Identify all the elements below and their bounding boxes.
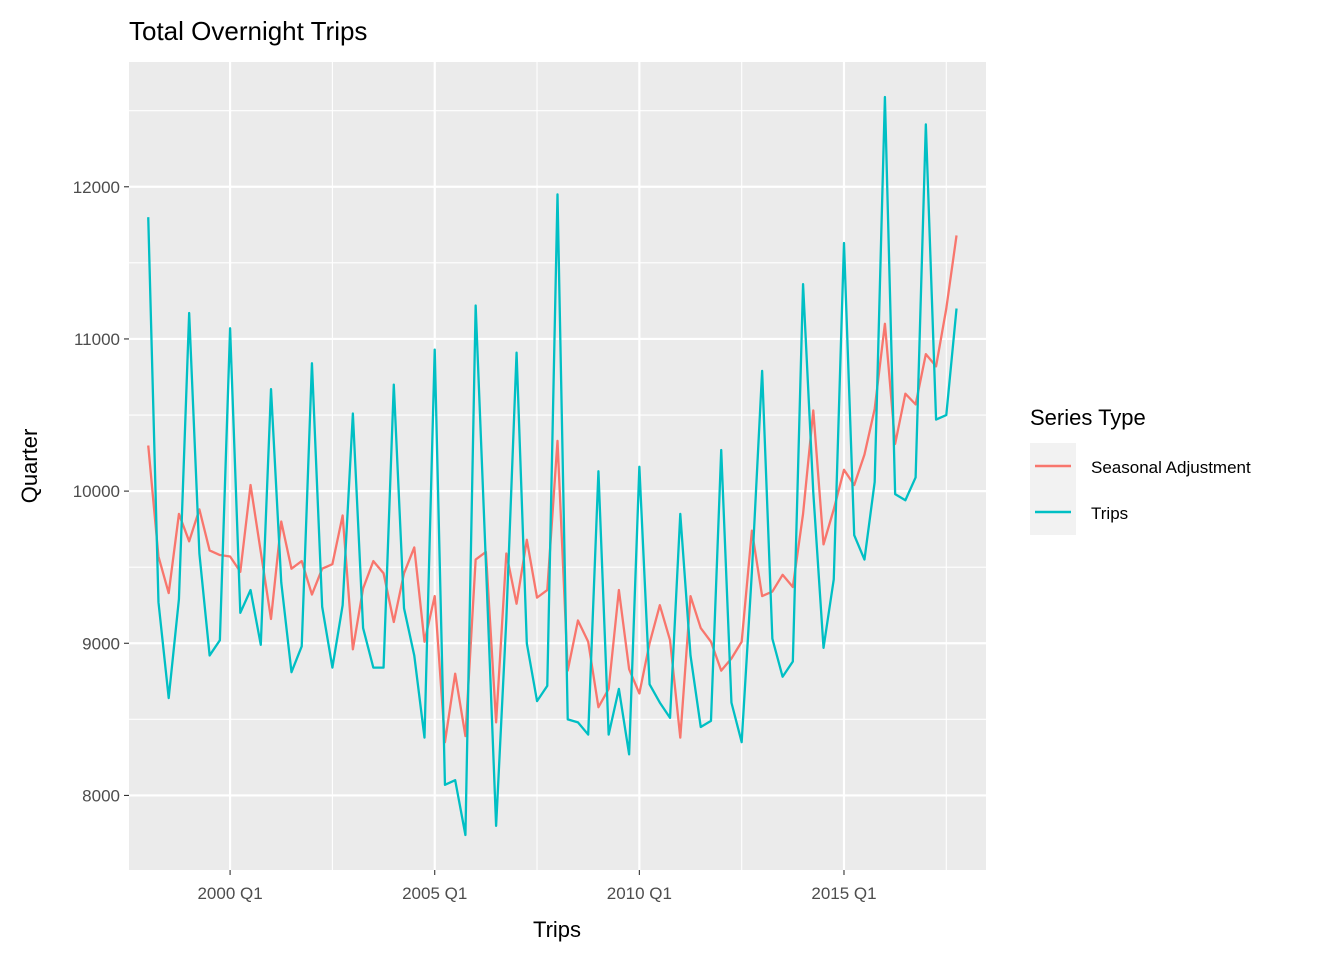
x-tick-label: 2010 Q1 [607,884,672,903]
x-axis-title: Trips [533,917,581,942]
x-tick-label: 2005 Q1 [402,884,467,903]
y-tick-label: 8000 [82,786,120,805]
x-tick-label: 2000 Q1 [197,884,262,903]
series-line-trips [147,95,958,837]
y-tick-label: 12000 [73,178,120,197]
y-axis-title: Quarter [17,429,42,504]
series-lines [147,95,958,837]
x-axis: 2000 Q1 2005 Q1 2010 Q1 2015 Q1 [197,870,877,903]
y-tick-label: 9000 [82,634,120,653]
legend: Series Type Seasonal Adjustment Trips [1030,405,1251,535]
y-tick-label: 11000 [74,330,120,349]
x-tick-label: 2015 Q1 [811,884,876,903]
y-tick-label: 10000 [73,482,120,501]
legend-label-seasonal-adjustment: Seasonal Adjustment [1091,458,1251,477]
chart-title: Total Overnight Trips [129,16,367,46]
major-gridlines [129,62,986,870]
series-line-seasonal-adjustment [147,235,958,744]
legend-title: Series Type [1030,405,1146,430]
y-axis: 8000 9000 10000 11000 12000 [73,178,129,805]
legend-label-trips: Trips [1091,504,1128,523]
